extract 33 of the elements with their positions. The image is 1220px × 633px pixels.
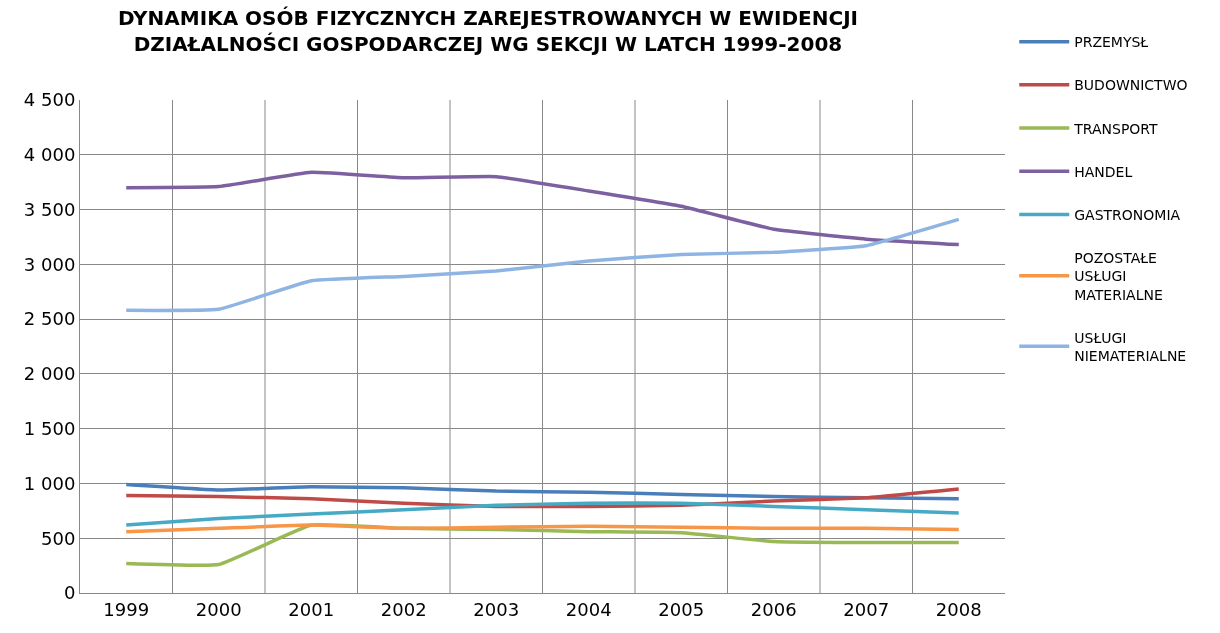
y-tick-label: 1 500: [23, 417, 76, 439]
x-tick-label: 1999: [103, 598, 150, 620]
legend-label: USŁUGI NIEMATERIALNE: [1074, 329, 1187, 364]
x-tick-label: 2006: [750, 598, 797, 620]
y-tick-label: 4 500: [23, 89, 76, 111]
line-series: [124, 523, 961, 534]
x-tick-label: 2007: [843, 598, 890, 620]
legend-label: PRZEMYSŁ: [1074, 34, 1149, 51]
x-tick-label: 2008: [935, 598, 982, 620]
y-tick-label: 3 000: [23, 253, 76, 275]
legend-label: GASTRONOMIA: [1074, 206, 1181, 223]
y-tick-label: 3 500: [23, 198, 76, 220]
line-series: [124, 217, 961, 313]
x-tick-label: 2004: [565, 598, 612, 620]
y-tick-label: 2 500: [23, 308, 76, 330]
line-series: [124, 501, 961, 527]
y-tick-label: 500: [41, 527, 76, 549]
line-series: [124, 482, 961, 501]
x-tick-label: 2001: [288, 598, 335, 620]
y-tick-label: 2 000: [23, 363, 76, 385]
x-tick-label: 2005: [658, 598, 705, 620]
y-tick-label: 4 000: [23, 144, 76, 166]
legend-label: BUDOWNICTWO: [1074, 77, 1188, 94]
y-tick-label: 1 000: [23, 472, 76, 494]
x-tick-label: 2000: [195, 598, 242, 620]
legend-label: HANDEL: [1074, 163, 1133, 180]
x-tick-label: 2003: [473, 598, 520, 620]
line-series: [124, 170, 961, 247]
legend-label: POZOSTAŁE USŁUGI MATERIALNE: [1074, 250, 1163, 303]
chart-title: DYNAMIKA OSÓB FIZYCZNYCH ZAREJESTROWANYCH W EWIDENCJI DZIAŁALNOŚCI GOSPODARCZEJ WG SEKCJI W LATCH 1999-2008: [117, 6, 859, 57]
y-tick-label: 0: [63, 582, 76, 604]
legend-label: TRANSPORT: [1073, 120, 1159, 137]
x-tick-label: 2002: [380, 598, 427, 620]
